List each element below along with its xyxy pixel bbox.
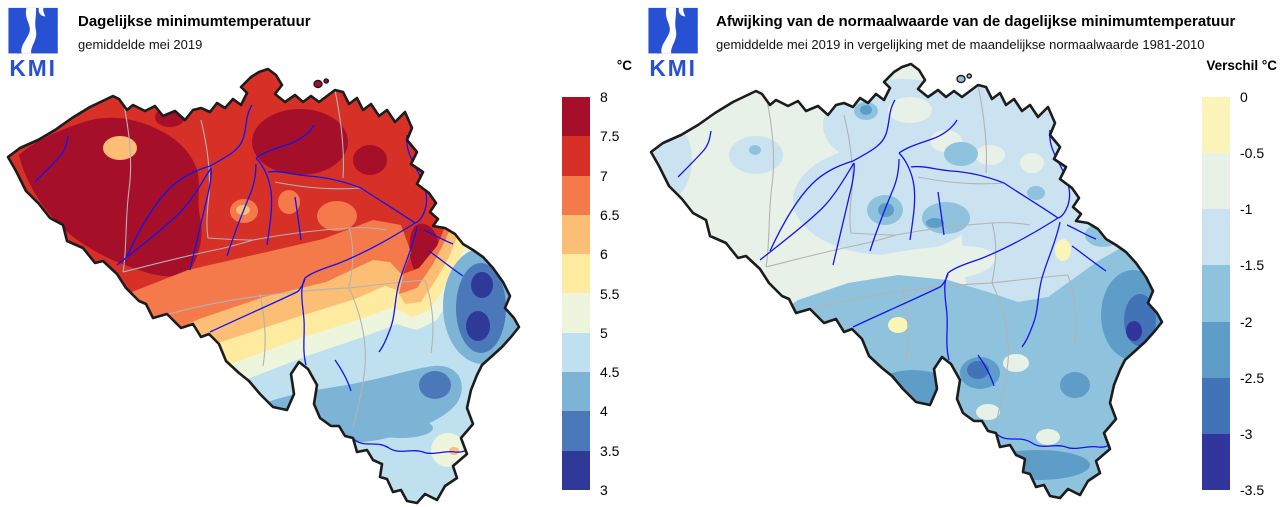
legend-color-scale: 0 -0.5 -1 -1.5 -2 -2.5 -3 -3.5 — [1202, 89, 1280, 498]
legend-color-segment — [1202, 97, 1230, 154]
legend-unit-label: °C — [616, 58, 632, 73]
legend-tick-label: -1 — [1240, 201, 1253, 218]
legend-color-segment — [562, 332, 590, 373]
legend-tick-label: 3.5 — [600, 442, 620, 459]
province-borders — [765, 84, 1077, 424]
map-belgium-temperature-anomaly — [649, 62, 1164, 500]
legend-color-scale: 8 7.5 7 6.5 6 5.5 5 4.5 4 3.5 3 — [562, 89, 672, 498]
legend-tick-label: -2 — [1240, 313, 1253, 330]
country-border — [649, 62, 1164, 500]
legend-color-segment — [1202, 377, 1230, 434]
legend-color-segment — [562, 214, 590, 255]
kmi-logo-mark — [8, 7, 58, 54]
panel-anomaly-header: Afwijking van de normaalwaarde van de da… — [716, 13, 1235, 52]
page-subtitle: gemiddelde mei 2019 — [78, 37, 203, 52]
legend-tick-label: -3 — [1240, 425, 1253, 442]
legend-tick-label: 4.5 — [600, 364, 620, 381]
legend-tick-label: 5.5 — [600, 285, 620, 302]
legend-tick-label: -3.5 — [1240, 482, 1265, 498]
legend-color-segment — [562, 175, 590, 215]
page-title: Dagelijkse minimumtemperatuur — [78, 13, 311, 30]
legend-color-bar — [1202, 97, 1230, 490]
kmi-logo-mark — [648, 7, 698, 54]
baarle-hertog-enclave — [313, 78, 330, 89]
legend-color-segment — [1202, 433, 1230, 490]
country-border — [6, 67, 521, 505]
legend-tick-label: 3 — [600, 482, 608, 498]
legend-tick-label: 6.5 — [600, 206, 620, 223]
legend-tick-label: 7 — [600, 167, 608, 184]
legend-tick-label: 0 — [1240, 89, 1248, 105]
legend-color-segment — [562, 136, 590, 176]
legend-color-segment — [562, 372, 590, 412]
legend-color-segment — [1202, 321, 1230, 378]
legend-color-segment — [1202, 153, 1230, 210]
baarle-hertog-enclave — [956, 73, 973, 84]
legend-tick-label: 7.5 — [600, 128, 620, 145]
panel-mintemp-header: Dagelijkse minimumtemperatuur gemiddelde… — [78, 13, 311, 52]
kmi-logo-text: KMI — [9, 55, 56, 80]
temperature-field — [8, 69, 519, 503]
legend-color-segment — [562, 97, 590, 137]
legend-color-segment — [1202, 209, 1230, 266]
legend-tick-label: -0.5 — [1240, 145, 1265, 162]
legend-color-segment — [562, 450, 590, 490]
province-borders — [122, 89, 434, 429]
legend-tick-label: -2.5 — [1240, 369, 1265, 386]
page-title: Afwijking van de normaalwaarde van de da… — [716, 13, 1236, 30]
legend-color-bar — [562, 97, 590, 490]
legend-tick-label: 6 — [600, 246, 608, 263]
legend-tick-label: 4 — [600, 403, 608, 420]
legend-color-segment — [562, 293, 590, 333]
legend-tick-label: 5 — [600, 324, 608, 341]
legend-color-segment — [562, 254, 590, 294]
temperature-field — [651, 64, 1162, 498]
legend-color-segment — [562, 411, 590, 451]
rivers — [677, 99, 1114, 450]
rivers — [34, 104, 471, 455]
kmi-logo: KMI — [8, 7, 58, 80]
legend-tick-label: 8 — [600, 89, 608, 105]
page-subtitle: gemiddelde mei 2019 in vergelijking met … — [716, 37, 1205, 52]
kmi-logo: KMI — [648, 7, 698, 80]
kmi-logo-text: KMI — [649, 55, 696, 80]
legend-tick-label: -1.5 — [1240, 257, 1265, 274]
legend-unit-label: Verschil °C — [1206, 58, 1277, 73]
map-belgium-min-temperature — [6, 67, 521, 505]
legend-color-segment — [1202, 265, 1230, 322]
